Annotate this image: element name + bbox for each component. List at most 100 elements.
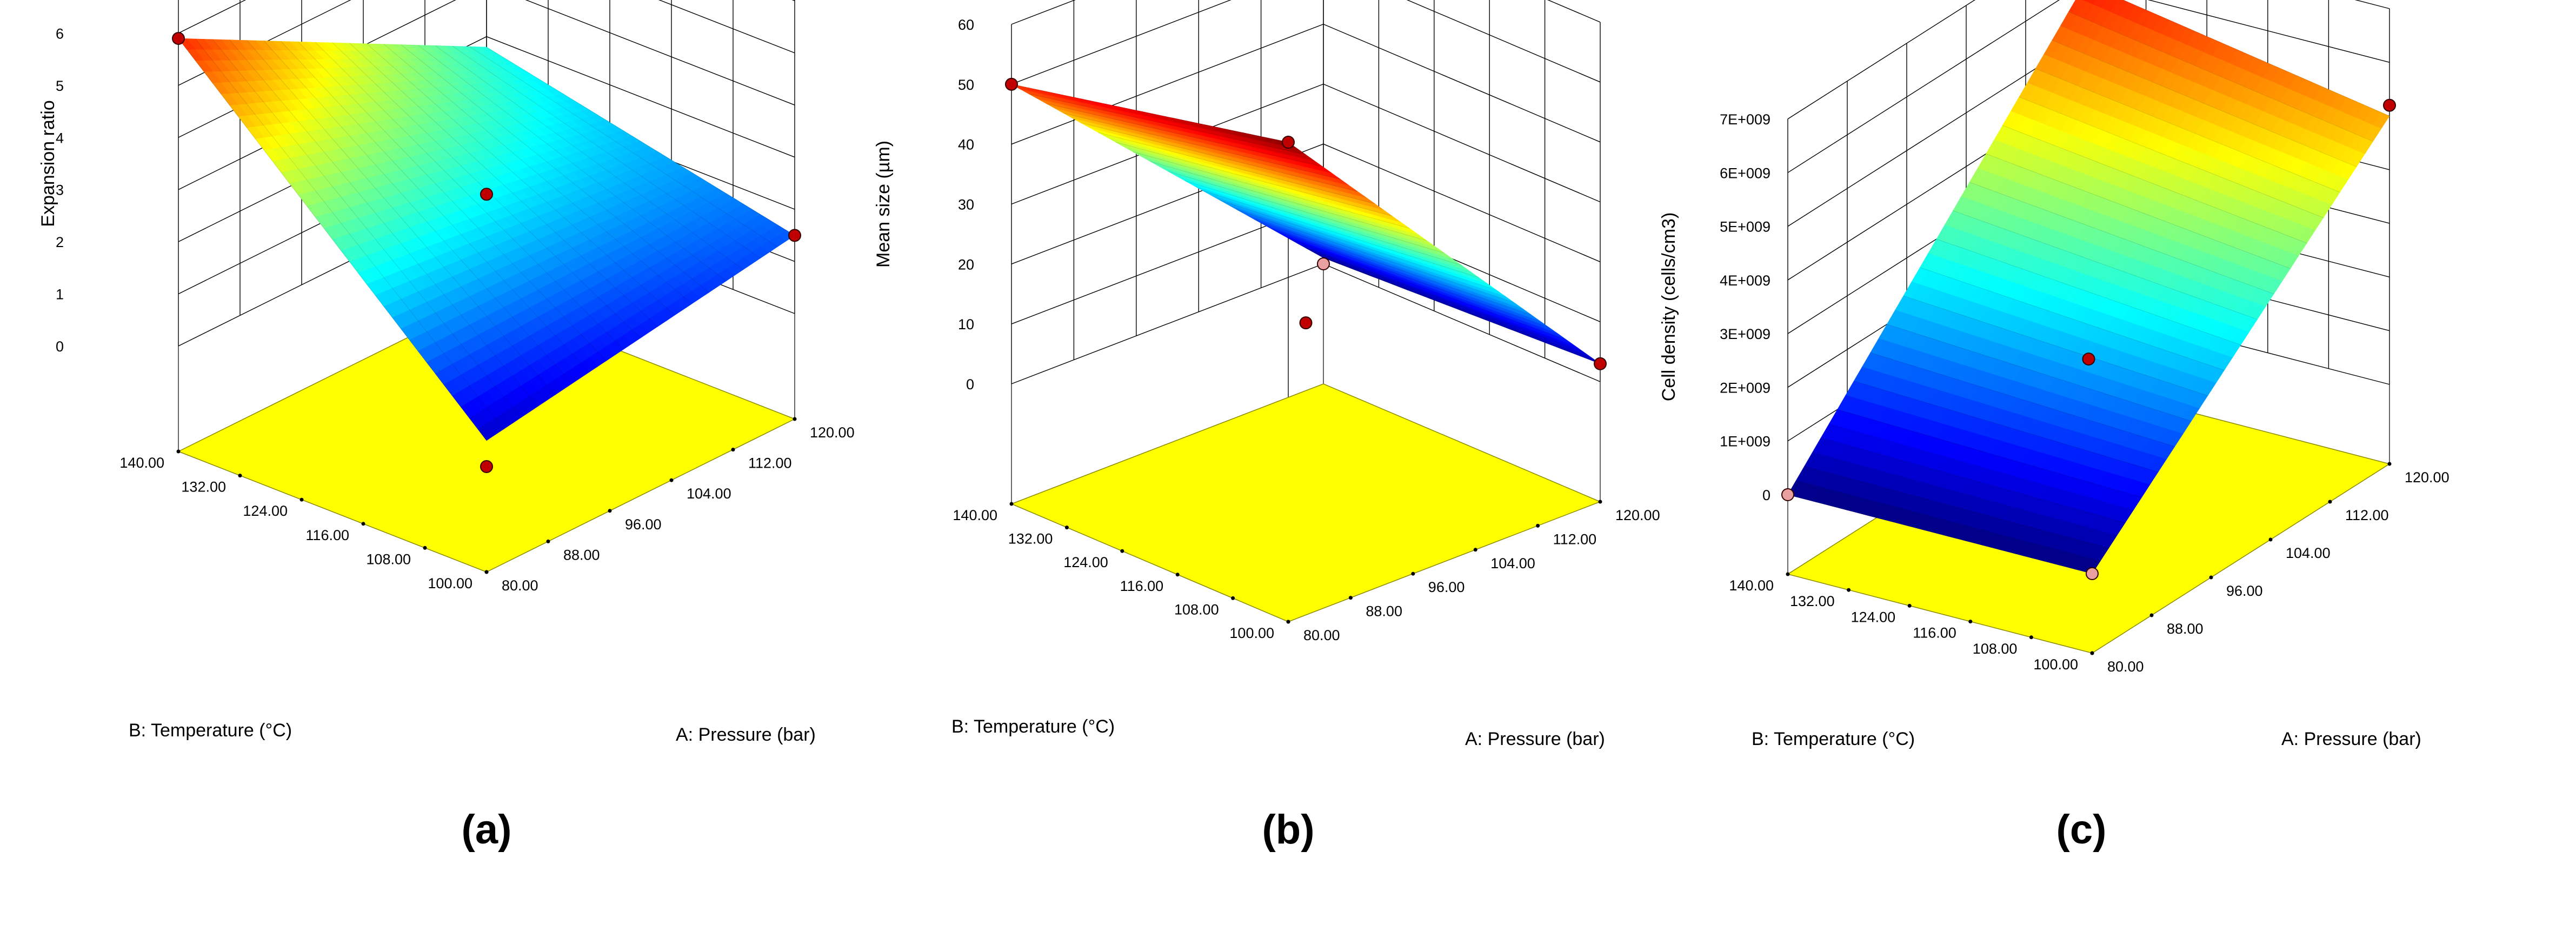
x-tick-label: 96.00 bbox=[1428, 579, 1465, 595]
y-tick-label: 100.00 bbox=[1229, 625, 1274, 641]
x-tick-mark bbox=[2268, 537, 2273, 542]
y-tick-label: 108.00 bbox=[1174, 601, 1219, 617]
y-tick-label: 140.00 bbox=[119, 455, 164, 471]
y-tick-label: 132.00 bbox=[1008, 531, 1053, 547]
x-tick-label: 112.00 bbox=[1553, 531, 1597, 547]
y-tick-mark bbox=[1009, 502, 1014, 506]
panel-c-cell-density: 80.00 88.00 96.00 104.00 112.00 120.00 100.00 1… bbox=[1659, 0, 2449, 853]
z-axis-title: Mean size (µm) bbox=[873, 141, 894, 268]
design-point bbox=[1282, 136, 1295, 149]
y-axis-title: B: Temperature (°C) bbox=[951, 716, 1115, 737]
y-tick-mark bbox=[176, 449, 181, 454]
x-tick-label: 112.00 bbox=[748, 455, 792, 471]
panel-b-mean-size: 80.00 88.00 96.00 104.00 112.00 120.00 100.00 1… bbox=[873, 0, 1660, 853]
z-tick-label: 6E+009 bbox=[1720, 165, 1770, 181]
y-tick-mark bbox=[1847, 588, 1851, 592]
x-tick-label: 80.00 bbox=[1303, 627, 1340, 643]
floor-ticks: 80.00 88.00 96.00 104.00 112.00 120.00 100.00 1… bbox=[119, 417, 855, 594]
z-axis-title: Expansion ratio bbox=[38, 100, 58, 227]
y-axis-title: B: Temperature (°C) bbox=[1752, 729, 1915, 749]
z-tick-label: 7E+009 bbox=[1720, 111, 1770, 128]
z-tick-label: 5 bbox=[56, 78, 64, 94]
z-tick-label: 5E+009 bbox=[1720, 219, 1770, 235]
design-point bbox=[2383, 98, 2396, 112]
x-tick-label: 88.00 bbox=[1366, 603, 1402, 620]
y-tick-label: 124.00 bbox=[1851, 609, 1896, 625]
y-tick-label: 124.00 bbox=[1063, 554, 1108, 570]
y-tick-label: 116.00 bbox=[1120, 578, 1164, 594]
design-point bbox=[1299, 316, 1313, 330]
y-tick-mark bbox=[1231, 596, 1235, 600]
floor-ticks: 80.00 88.00 96.00 104.00 112.00 120.00 100.00 1… bbox=[953, 500, 1660, 643]
x-tick-mark bbox=[2149, 613, 2154, 617]
design-point bbox=[2082, 353, 2095, 366]
y-tick-label: 132.00 bbox=[1790, 593, 1835, 609]
x-tick-mark bbox=[1411, 571, 1415, 576]
y-tick-mark bbox=[1786, 572, 1790, 576]
z-tick-label: 10 bbox=[958, 316, 974, 332]
surface-mesh-line bbox=[435, 45, 744, 270]
design-point bbox=[1317, 257, 1330, 270]
design-point bbox=[480, 460, 493, 473]
y-tick-mark bbox=[1120, 549, 1124, 553]
z-tick-label: 2E+009 bbox=[1720, 380, 1770, 396]
panel-label: (b) bbox=[1262, 807, 1314, 853]
x-tick-label: 80.00 bbox=[502, 577, 538, 594]
z-tick-label: 4 bbox=[56, 130, 64, 146]
surface-mesh-line bbox=[195, 38, 504, 430]
y-tick-label: 124.00 bbox=[243, 503, 288, 519]
z-tick-label: 30 bbox=[958, 197, 974, 213]
panel-a-expansion-ratio: 80.00 88.00 96.00 104.00 112.00 120.00 100.00 1… bbox=[38, 0, 855, 853]
x-tick-label: 120.00 bbox=[810, 424, 855, 441]
response-surface bbox=[1011, 84, 1601, 364]
surface-cell bbox=[477, 423, 496, 441]
panel-label: (c) bbox=[2056, 807, 2107, 853]
z-tick-label: 60 bbox=[958, 17, 974, 33]
panel-label: (a) bbox=[462, 807, 512, 853]
x-tick-label: 96.00 bbox=[625, 516, 662, 533]
x-tick-mark bbox=[2209, 575, 2213, 580]
x-tick-label: 120.00 bbox=[2405, 469, 2449, 486]
x-tick-mark bbox=[1348, 596, 1353, 600]
design-point bbox=[480, 188, 493, 201]
y-axis-title: B: Temperature (°C) bbox=[129, 720, 292, 741]
x-tick-mark bbox=[546, 539, 550, 543]
z-tick-label: 3 bbox=[56, 182, 64, 198]
design-point bbox=[2086, 567, 2099, 580]
response-surface bbox=[178, 38, 795, 441]
y-tick-mark bbox=[1907, 603, 1912, 608]
z-axis-title: Cell density (cells/cm3) bbox=[1659, 212, 1679, 402]
y-tick-label: 116.00 bbox=[1913, 625, 1956, 641]
design-point bbox=[1005, 77, 1018, 91]
surface-mesh-line bbox=[486, 46, 795, 236]
x-tick-mark bbox=[2328, 500, 2332, 504]
y-tick-label: 132.00 bbox=[181, 479, 226, 495]
surface-mesh-line bbox=[281, 41, 590, 373]
surface-mesh-line bbox=[349, 43, 658, 327]
y-tick-mark bbox=[238, 474, 242, 478]
surface-mesh-line bbox=[212, 39, 521, 418]
y-tick-label: 108.00 bbox=[366, 551, 411, 567]
x-tick-label: 104.00 bbox=[687, 486, 731, 502]
x-tick-mark bbox=[1598, 500, 1602, 504]
z-tick-label: 1 bbox=[56, 287, 64, 303]
y-tick-mark bbox=[423, 546, 427, 550]
x-axis-title: A: Pressure (bar) bbox=[676, 724, 816, 745]
z-tick-label: 0 bbox=[56, 338, 64, 355]
design-point bbox=[172, 32, 185, 45]
x-axis-title: A: Pressure (bar) bbox=[1465, 729, 1605, 749]
surface-mesh-line bbox=[315, 42, 624, 350]
x-tick-mark bbox=[669, 478, 674, 482]
x-tick-label: 112.00 bbox=[2345, 507, 2389, 523]
design-point bbox=[1781, 488, 1794, 501]
x-tick-label: 120.00 bbox=[1615, 507, 1660, 523]
floor-contour-plane bbox=[1010, 383, 1601, 622]
y-tick-label: 108.00 bbox=[1973, 641, 2018, 657]
y-tick-mark bbox=[1286, 620, 1290, 624]
x-tick-mark bbox=[2387, 462, 2392, 466]
surface-mesh-line bbox=[178, 38, 487, 441]
z-tick-label: 20 bbox=[958, 256, 974, 272]
y-tick-label: 100.00 bbox=[428, 575, 472, 591]
surface-mesh-line bbox=[469, 46, 778, 247]
